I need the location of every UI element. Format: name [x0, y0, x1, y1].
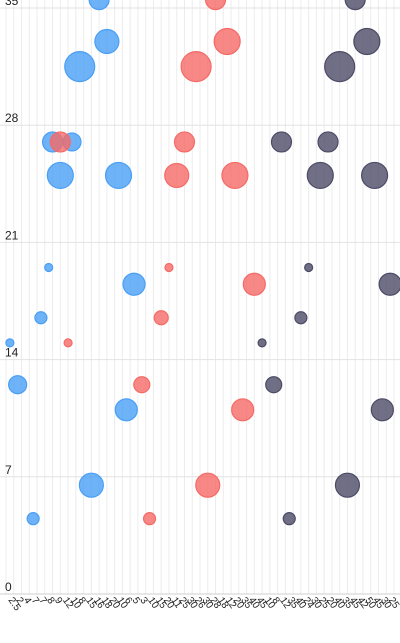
x-tick-label: 8 — [44, 595, 56, 606]
y-tick-label: 28 — [5, 111, 19, 125]
x-tick-label: 8 — [269, 595, 281, 606]
bubble-point-series-1 — [8, 375, 28, 395]
bubble-point-series-3 — [304, 262, 314, 273]
x-tick-label: 9 — [52, 595, 64, 606]
bubble-point-series-1 — [88, 0, 110, 11]
bubble-point-series-3 — [257, 338, 267, 348]
x-tick-label: 4 — [21, 595, 33, 606]
bubble-point-series-2 — [213, 27, 241, 56]
bubble-point-series-1 — [46, 161, 74, 190]
bubble-point-series-3 — [324, 50, 356, 83]
bubble-point-series-2 — [49, 131, 71, 153]
bubble-point-series-3 — [317, 131, 339, 153]
bubble-point-series-1 — [64, 50, 96, 83]
y-tick-label: 14 — [5, 346, 19, 360]
x-tick-label: 7 — [37, 595, 49, 606]
x-tick-label: 2 — [13, 595, 25, 606]
bubble-point-series-2 — [180, 50, 212, 83]
bubble-point-series-2 — [133, 376, 151, 394]
bubble-point-series-1 — [114, 398, 138, 422]
bubble-point-series-2 — [195, 472, 221, 498]
bubble-point-series-1 — [34, 311, 48, 325]
bubble-point-series-2 — [221, 161, 249, 190]
x-tick-labels: 2.52477891210815161820106531015201125302… — [6, 595, 400, 613]
bubble-point-series-3 — [265, 376, 283, 394]
bubble-point-series-2 — [153, 310, 169, 326]
bubble-point-series-2 — [242, 272, 266, 296]
bubble-point-series-2 — [142, 512, 157, 526]
grid-lines — [0, 0, 400, 595]
bubble-point-series-1 — [5, 338, 15, 348]
bubble-point-series-2 — [164, 262, 174, 273]
bubble-point-series-3 — [361, 161, 389, 190]
y-tick-label: 7 — [5, 463, 12, 477]
x-tick-label: 3 — [137, 595, 149, 606]
bubble-point-series-1 — [78, 472, 104, 498]
y-tick-labels: 0 7 14 21 28 35 — [5, 0, 19, 594]
bubble-point-series-3 — [270, 131, 293, 153]
x-tick-label: 8 — [75, 595, 87, 606]
bubble-point-series-3 — [306, 161, 334, 190]
bubble-point-series-1 — [26, 512, 40, 526]
bubble-point-series-3 — [282, 512, 296, 526]
bubble-point-series-3 — [294, 311, 308, 325]
y-tick-label: 0 — [5, 580, 12, 594]
y-tick-label: 35 — [5, 0, 19, 8]
x-tick-label: 5 — [130, 595, 142, 606]
bubble-point-series-1 — [122, 272, 146, 296]
bubble-point-series-1 — [44, 262, 54, 273]
bubble-point-series-3 — [353, 27, 381, 56]
bubble-point-series-3 — [334, 472, 361, 498]
x-tick-label: 7 — [29, 595, 41, 606]
x-tick-label: 6 — [122, 595, 134, 606]
data-points — [5, 0, 400, 526]
bubble-point-series-2 — [173, 131, 196, 153]
bubble-point-series-2 — [204, 0, 227, 11]
bubble-point-series-1 — [94, 28, 120, 55]
bubble-point-series-3 — [344, 0, 366, 11]
y-tick-label: 21 — [5, 228, 19, 242]
bubble-point-series-2 — [164, 162, 190, 189]
bubble-point-series-2 — [63, 338, 73, 348]
bubble-point-series-3 — [378, 272, 400, 296]
bubble-point-series-3 — [370, 398, 394, 422]
bubble-point-series-2 — [231, 398, 255, 422]
bubble-point-series-1 — [104, 161, 133, 190]
